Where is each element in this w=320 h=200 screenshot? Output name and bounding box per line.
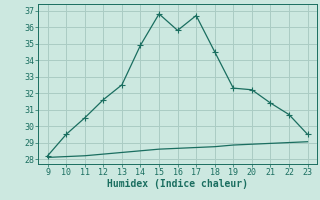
- X-axis label: Humidex (Indice chaleur): Humidex (Indice chaleur): [107, 179, 248, 189]
